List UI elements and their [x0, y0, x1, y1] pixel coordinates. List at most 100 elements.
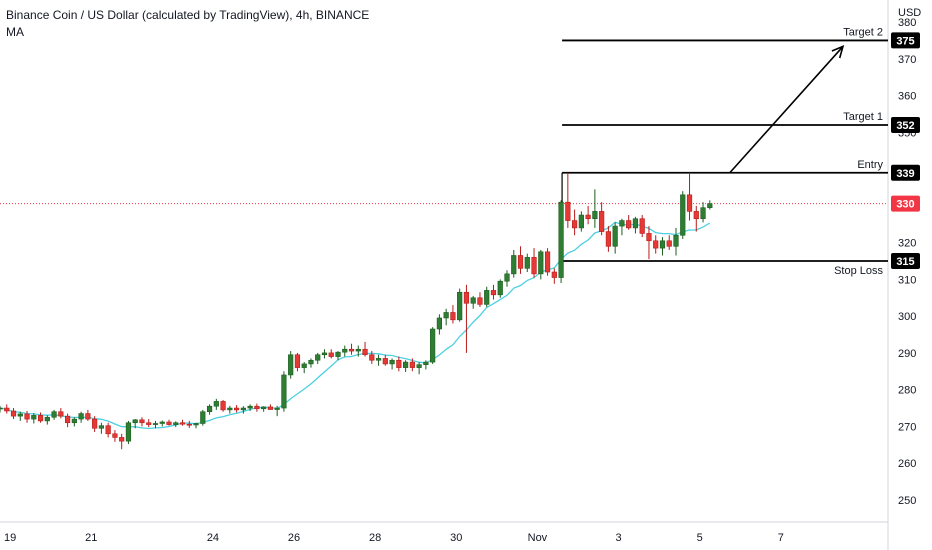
candle-up[interactable]	[0, 405, 3, 413]
candle-down[interactable]	[490, 284, 497, 300]
candle-up[interactable]	[288, 351, 294, 379]
candle-up[interactable]	[592, 189, 598, 228]
candle-up[interactable]	[44, 415, 50, 425]
candle-up[interactable]	[247, 404, 253, 411]
candle-up[interactable]	[538, 249, 544, 280]
candle-up[interactable]	[700, 202, 706, 223]
candle-up[interactable]	[200, 409, 206, 426]
candle-down[interactable]	[294, 352, 301, 372]
candle-up[interactable]	[227, 405, 233, 414]
candle-up[interactable]	[98, 422, 104, 434]
candle-down[interactable]	[382, 354, 388, 366]
candle-down[interactable]	[646, 226, 652, 260]
candle-down[interactable]	[477, 292, 483, 307]
candle-down[interactable]	[146, 419, 152, 428]
candles[interactable]	[0, 172, 713, 450]
candle-down[interactable]	[599, 202, 605, 236]
candle-up[interactable]	[173, 421, 179, 428]
candle-up[interactable]	[524, 253, 530, 273]
candle-down[interactable]	[585, 205, 591, 225]
candle-down[interactable]	[571, 209, 578, 236]
candle-up[interactable]	[511, 249, 517, 278]
candle-down[interactable]	[693, 205, 699, 232]
candle-down[interactable]	[58, 408, 64, 419]
candle-up[interactable]	[240, 406, 246, 414]
candle-down[interactable]	[92, 416, 98, 432]
candle-up[interactable]	[355, 345, 361, 357]
candle-down[interactable]	[65, 413, 71, 428]
candle-up[interactable]	[470, 295, 476, 309]
candle-up[interactable]	[673, 227, 679, 256]
candle-down[interactable]	[653, 235, 659, 254]
candle-down[interactable]	[450, 305, 456, 324]
candle-up[interactable]	[619, 218, 625, 236]
candle-up[interactable]	[315, 352, 321, 364]
projection-arrow-line[interactable]	[729, 45, 844, 174]
candle-up[interactable]	[707, 200, 713, 210]
candle-down[interactable]	[119, 433, 125, 450]
candle-down[interactable]	[463, 284, 470, 353]
candle-down[interactable]	[544, 248, 551, 276]
candle-up[interactable]	[31, 413, 37, 424]
candle-down[interactable]	[112, 430, 118, 442]
candle-up[interactable]	[17, 411, 23, 421]
candle-down[interactable]	[396, 356, 402, 372]
candle-down[interactable]	[517, 246, 524, 274]
candle-down[interactable]	[85, 409, 91, 421]
candle-down[interactable]	[328, 349, 334, 359]
candle-up[interactable]	[497, 279, 503, 298]
candle-down[interactable]	[105, 422, 111, 438]
candle-down[interactable]	[37, 412, 44, 423]
candle-up[interactable]	[484, 286, 490, 307]
candle-up[interactable]	[152, 420, 159, 429]
candle-down[interactable]	[639, 215, 645, 238]
candle-up[interactable]	[125, 420, 132, 445]
candle-down[interactable]	[267, 404, 274, 410]
candle-down[interactable]	[166, 419, 172, 426]
candle-up[interactable]	[51, 409, 57, 420]
candle-up[interactable]	[132, 419, 138, 429]
candle-up[interactable]	[389, 358, 395, 370]
candle-down[interactable]	[362, 341, 368, 357]
candle-up[interactable]	[423, 360, 429, 370]
candle-up[interactable]	[612, 222, 618, 254]
candle-up[interactable]	[261, 406, 267, 412]
candle-up[interactable]	[301, 362, 307, 374]
candle-down[interactable]	[686, 172, 693, 221]
candle-down[interactable]	[551, 268, 557, 284]
candle-up[interactable]	[281, 371, 287, 412]
candle-up[interactable]	[680, 191, 686, 239]
candle-down[interactable]	[626, 215, 632, 230]
candle-up[interactable]	[274, 405, 280, 417]
candle-up[interactable]	[430, 327, 436, 364]
candle-down[interactable]	[369, 351, 375, 364]
candle-down[interactable]	[220, 399, 226, 412]
indicator-label[interactable]: MA	[6, 25, 24, 39]
candle-up[interactable]	[213, 398, 219, 410]
candle-up[interactable]	[321, 349, 328, 359]
candle-up[interactable]	[436, 314, 443, 335]
candle-up[interactable]	[416, 362, 422, 375]
candle-down[interactable]	[24, 410, 30, 423]
candle-down[interactable]	[348, 343, 355, 355]
trade-levels[interactable]: Target 2 Target 1 Entry Stop Loss	[561, 26, 888, 277]
candle-up[interactable]	[402, 360, 409, 373]
candle-up[interactable]	[457, 288, 463, 322]
candle-down[interactable]	[565, 172, 571, 228]
candle-up[interactable]	[206, 404, 213, 415]
candle-down[interactable]	[139, 417, 145, 427]
candle-up[interactable]	[578, 211, 584, 232]
candle-down[interactable]	[4, 404, 10, 414]
candle-down[interactable]	[234, 405, 240, 413]
candle-up[interactable]	[308, 358, 314, 368]
candle-down[interactable]	[531, 248, 537, 278]
candle-down[interactable]	[605, 226, 611, 252]
candle-up[interactable]	[504, 270, 510, 287]
candle-up[interactable]	[632, 216, 639, 234]
candle-down[interactable]	[186, 420, 192, 428]
candle-up[interactable]	[558, 200, 564, 284]
candle-up[interactable]	[159, 420, 165, 427]
candle-down[interactable]	[254, 403, 260, 412]
candle-down[interactable]	[666, 235, 672, 250]
